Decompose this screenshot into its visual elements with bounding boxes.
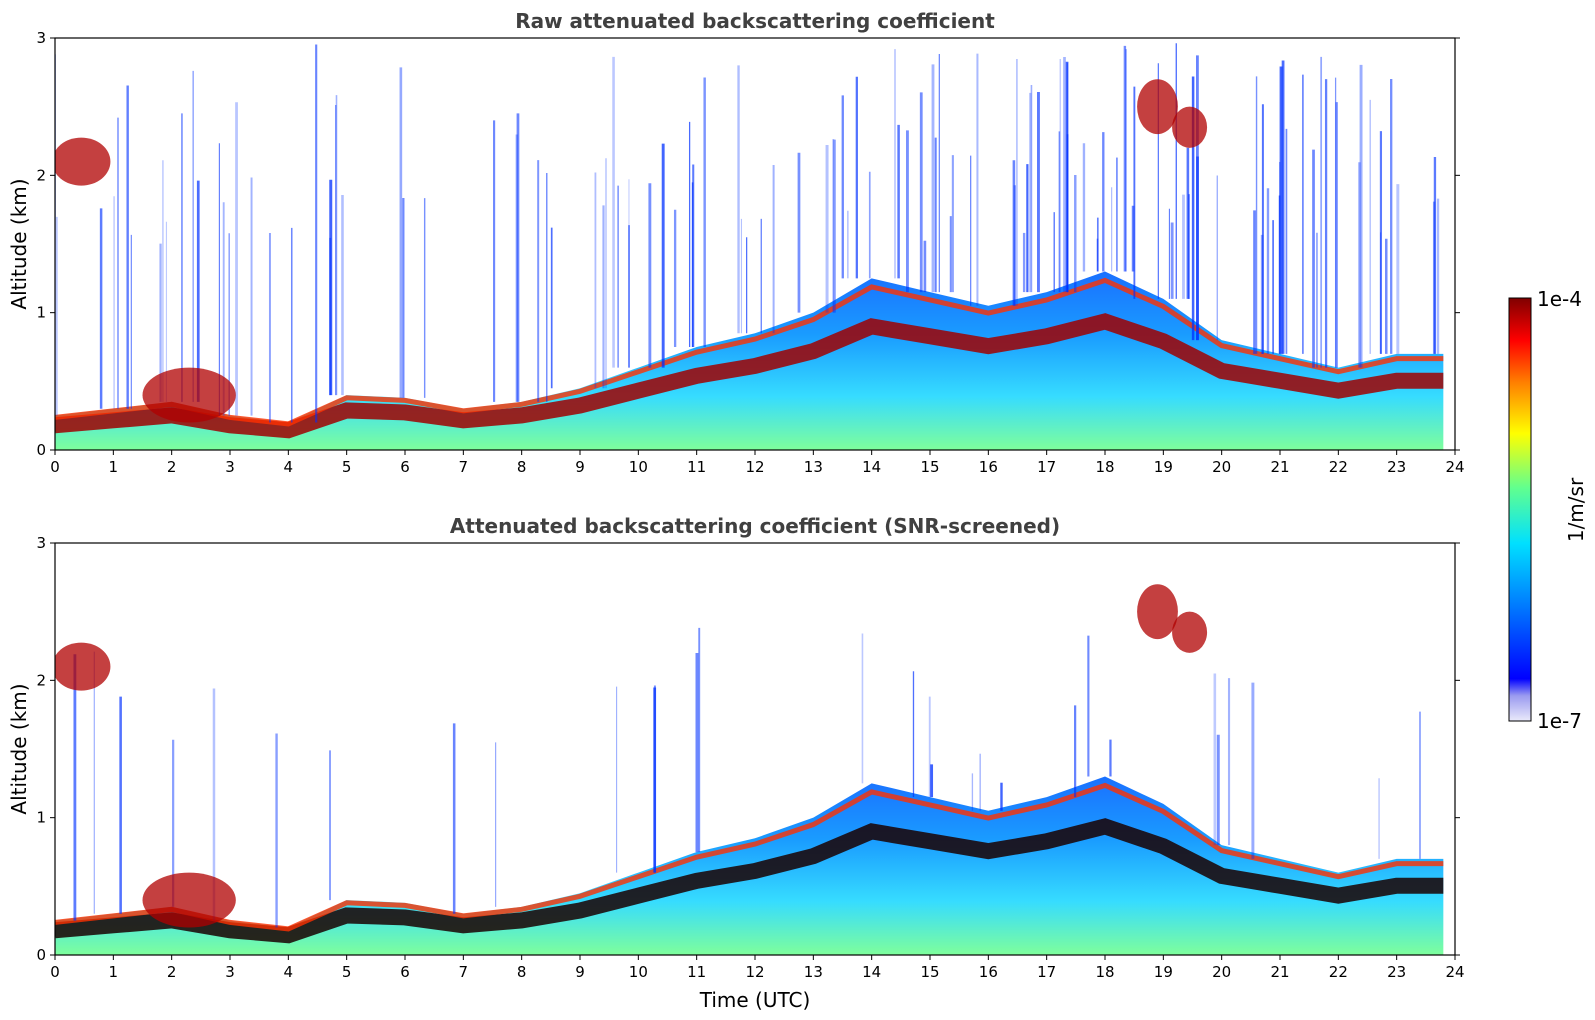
x-tick-label: 24 [1445, 963, 1464, 981]
panel-screened-ylabel: Altitude (km) [7, 683, 31, 814]
x-tick-label: 2 [167, 458, 177, 476]
panel-raw-heatmap [55, 43, 1444, 450]
panel-raw-ylabel: Altitude (km) [7, 178, 31, 309]
colorbar-max-label: 1e-4 [1537, 287, 1582, 311]
x-tick-label: 5 [342, 963, 352, 981]
x-tick-label: 0 [50, 963, 60, 981]
x-tick-label: 15 [920, 458, 939, 476]
panel-screened-axes: 0 1 2 3 4 5 6 7 8 9 10 11 12 13 14 15 16 17 18 19 20 21 22 23 24… [36, 534, 1464, 981]
colorbar-min-label: 1e-7 [1537, 709, 1582, 733]
x-tick-label: 20 [1212, 963, 1231, 981]
x-tick-label: 17 [1037, 963, 1056, 981]
x-tick-label: 2 [167, 963, 177, 981]
panel-screened-title: Attenuated backscattering coefficient (S… [450, 514, 1060, 538]
cloud-patch [142, 367, 236, 423]
x-tick-label: 7 [459, 458, 469, 476]
cloud-patch [55, 137, 111, 186]
x-tick-label: 22 [1329, 963, 1348, 981]
cloud-patch [55, 642, 111, 691]
x-tick-label: 19 [1154, 458, 1173, 476]
x-tick-label: 16 [979, 458, 998, 476]
x-tick-label: 3 [225, 458, 235, 476]
y-tick-label: 1 [36, 809, 46, 827]
x-tick-label: 11 [687, 963, 706, 981]
x-tick-label: 14 [862, 963, 881, 981]
x-tick-label: 4 [284, 458, 294, 476]
cloud-patch [1137, 584, 1178, 640]
layer-top-edge [55, 277, 1444, 427]
y-tick-label: 1 [36, 304, 46, 322]
x-tick-label: 19 [1154, 963, 1173, 981]
x-tick-label: 24 [1445, 458, 1464, 476]
x-tick-label: 3 [225, 963, 235, 981]
x-tick-label: 18 [1095, 458, 1114, 476]
cloud-patch [1172, 611, 1208, 653]
panel-screened: Attenuated backscattering coefficient (S… [7, 514, 1465, 1012]
y-tick-label: 2 [36, 166, 46, 184]
y-tick-label: 0 [36, 441, 46, 459]
x-tick-label: 13 [804, 963, 823, 981]
colorbar: 1e-4 1e-7 1/m/sr [1508, 287, 1588, 733]
x-tick-label: 12 [745, 458, 764, 476]
colorbar-label: 1/m/sr [1564, 477, 1588, 542]
x-tick-label: 0 [50, 458, 60, 476]
panel-screened-heatmap [55, 584, 1444, 955]
x-tick-label: 23 [1387, 963, 1406, 981]
x-tick-label: 10 [629, 458, 648, 476]
x-tick-label: 7 [459, 963, 469, 981]
x-tick-label: 8 [517, 963, 527, 981]
x-tick-label: 4 [284, 963, 294, 981]
x-tick-label: 1 [109, 458, 119, 476]
x-tick-label: 6 [400, 963, 410, 981]
y-tick-label: 3 [36, 29, 46, 47]
panel-raw: Raw attenuated backscattering coefficien… [7, 9, 1465, 476]
y-tick-label: 3 [36, 534, 46, 552]
x-tick-label: 10 [629, 963, 648, 981]
x-tick-label: 12 [745, 963, 764, 981]
x-tick-label: 23 [1387, 458, 1406, 476]
layer-top-edge [55, 782, 1444, 932]
y-tick-label: 0 [36, 946, 46, 964]
x-tick-label: 6 [400, 458, 410, 476]
aerosol-layer-band [55, 313, 1444, 439]
x-tick-label: 5 [342, 458, 352, 476]
x-tick-label: 8 [517, 458, 527, 476]
x-tick-label: 1 [109, 963, 119, 981]
cloud-patch [142, 872, 236, 928]
x-tick-label: 20 [1212, 458, 1231, 476]
x-tick-label: 18 [1095, 963, 1114, 981]
x-tick-label: 9 [575, 458, 585, 476]
x-tick-label: 9 [575, 963, 585, 981]
x-tick-label: 21 [1270, 458, 1289, 476]
panel-raw-title: Raw attenuated backscattering coefficien… [515, 9, 995, 33]
panel-raw-axes: 0 1 2 3 4 5 6 7 8 9 10 11 12 13 14 15 16 17 18 19 20 21 22 23 24… [36, 29, 1464, 476]
x-tick-label: 14 [862, 458, 881, 476]
x-tick-label: 17 [1037, 458, 1056, 476]
y-tick-label: 2 [36, 671, 46, 689]
x-tick-label: 22 [1329, 458, 1348, 476]
x-tick-label: 15 [920, 963, 939, 981]
x-tick-label: 11 [687, 458, 706, 476]
x-tick-label: 16 [979, 963, 998, 981]
aerosol-layer-band [55, 818, 1444, 944]
cloud-patch [1137, 79, 1178, 135]
panel-screened-xlabel: Time (UTC) [699, 988, 811, 1012]
x-tick-label: 13 [804, 458, 823, 476]
x-tick-label: 21 [1270, 963, 1289, 981]
colorbar-bar [1508, 297, 1532, 722]
cloud-patch [1172, 106, 1208, 148]
